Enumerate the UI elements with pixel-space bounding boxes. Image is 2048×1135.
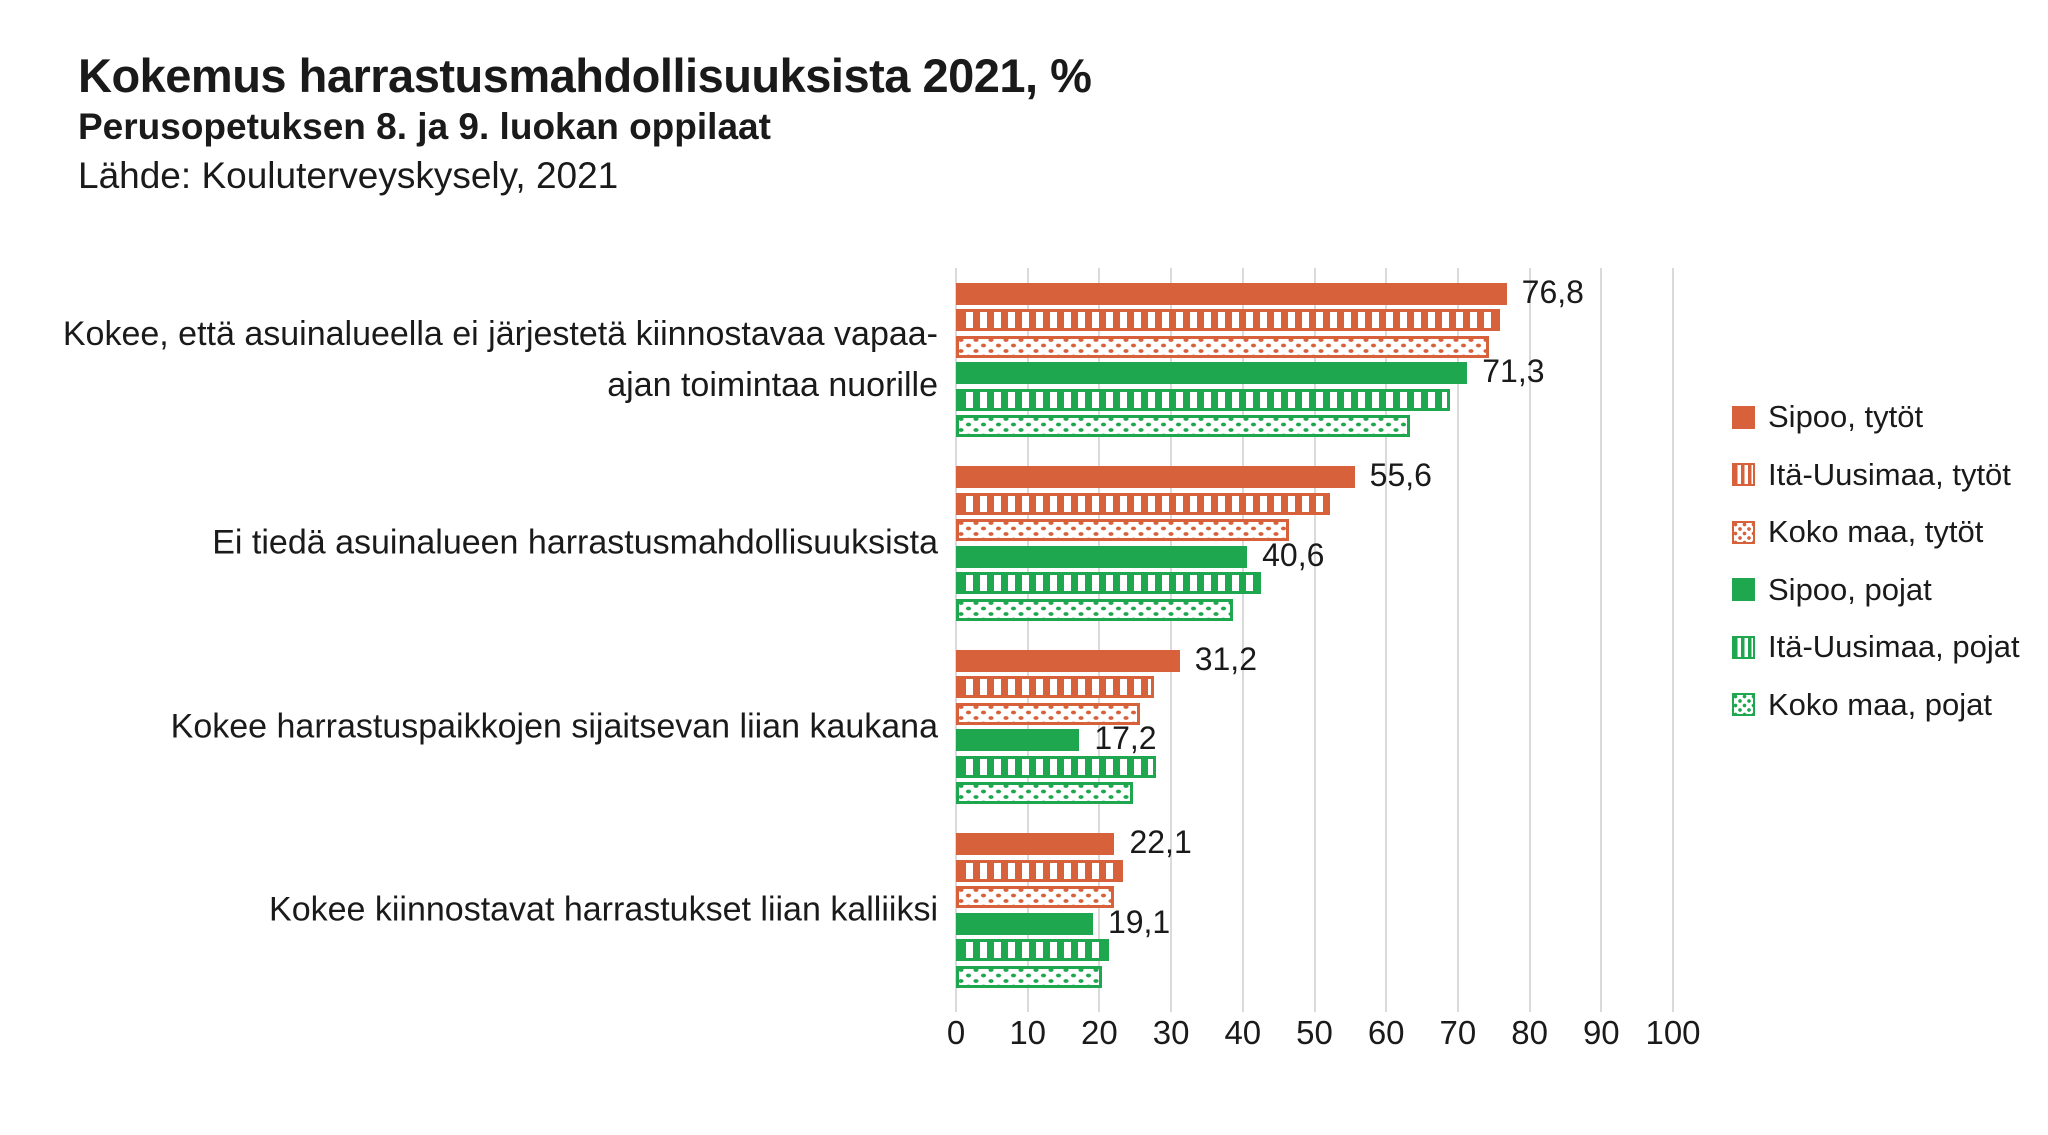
x-axis-tick-label-100: 100 — [1645, 1014, 1701, 1051]
chart-source: Lähde: Kouluterveyskysely, 2021 — [78, 155, 619, 196]
gridline-50 — [1313, 268, 1316, 1012]
bar-koko-maa-pojat-cat2 — [956, 598, 1233, 621]
bar-group-2: 55,6 40,6 — [956, 452, 1673, 636]
legend-swatch-dots-orange-icon — [1732, 520, 1755, 544]
value-label-sipoo-pojat-cat2: 40,6 — [1262, 536, 1325, 573]
bar-sipoo-tytot-cat2: 55,6 — [956, 457, 1432, 493]
legend-label-ita-uusimaa-tytot: Itä-Uusimaa, tytöt — [1768, 456, 2011, 492]
category-label-4: Kokee kiinnostavat harrastukset liian ka… — [269, 890, 938, 929]
x-axis-tick-label-60: 60 — [1367, 1014, 1405, 1051]
bar-ita-uusimaa-pojat-cat3 — [956, 755, 1157, 778]
x-axis: 0 10 20 30 40 50 60 70 80 90 100 — [947, 1014, 1701, 1058]
legend-label-koko-maa-tytot: Koko maa, tytöt — [1768, 514, 1984, 549]
legend-label-koko-maa-pojat: Koko maa, pojat — [1768, 686, 1993, 722]
bar-koko-maa-pojat-cat4 — [956, 965, 1103, 988]
gridline-20 — [1098, 268, 1101, 1012]
bar-group-4: 22,1 19,1 — [956, 819, 1673, 1003]
x-axis-tick-label-70: 70 — [1439, 1014, 1477, 1051]
x-axis-tick-label-10: 10 — [1009, 1014, 1047, 1051]
bar-koko-maa-pojat-cat1 — [956, 415, 1410, 437]
bar-sipoo-tytot-cat1: 76,8 — [956, 274, 1584, 310]
gridline-10 — [1026, 268, 1029, 1012]
bar-koko-maa-tytot-cat3 — [956, 702, 1140, 725]
legend-label-sipoo-pojat: Sipoo, pojat — [1768, 571, 1932, 607]
x-axis-tick-label-80: 80 — [1511, 1014, 1548, 1051]
legend-item-ita-uusimaa-tytot: Itä-Uusimaa, tytöt — [1732, 456, 2020, 492]
legend-item-koko-maa-pojat: Koko maa, pojat — [1732, 686, 2020, 722]
bar-koko-maa-pojat-cat3 — [956, 782, 1134, 804]
legend-swatch-solid-orange-icon — [1732, 405, 1755, 429]
category-label-2: Ei tiedä asuinalueen harrastusmahdollisu… — [212, 523, 938, 562]
bar-ita-uusimaa-pojat-cat1 — [956, 388, 1450, 411]
chart-subtitle: Perusopetuksen 8. ja 9. luokan oppilaat — [78, 106, 771, 147]
plot-area: 76,8 71,3 55,6 40,6 31,2 17,2 22,1 19,1 — [955, 268, 1674, 1012]
bar-sipoo-pojat-cat1: 71,3 — [956, 353, 1545, 389]
gridline-0 — [955, 268, 957, 1012]
legend-label-sipoo-tytot: Sipoo, tytöt — [1768, 399, 1924, 434]
bar-ita-uusimaa-tytot-cat2 — [956, 492, 1331, 515]
gridline-100 — [1672, 268, 1674, 1012]
bar-group-1: 76,8 71,3 — [956, 268, 1673, 452]
gridline-90 — [1600, 268, 1603, 1012]
value-label-sipoo-tytot-cat3: 31,2 — [1194, 640, 1257, 677]
value-label-sipoo-tytot-cat4: 22,1 — [1129, 824, 1192, 861]
gridline-60 — [1385, 268, 1388, 1012]
x-axis-tick-label-20: 20 — [1081, 1014, 1118, 1051]
x-axis-tick-label-40: 40 — [1224, 1014, 1262, 1051]
bar-koko-maa-tytot-cat2 — [956, 519, 1289, 541]
legend-swatch-solid-green-icon — [1732, 578, 1755, 601]
value-label-sipoo-pojat-cat3: 17,2 — [1094, 720, 1157, 757]
gridline-40 — [1241, 268, 1244, 1012]
bar-sipoo-pojat-cat2: 40,6 — [956, 537, 1324, 573]
category-label-1: Kokee, että asuinalueella ei järjestetä … — [62, 314, 938, 404]
value-label-sipoo-tytot-cat1: 76,8 — [1521, 273, 1584, 310]
legend-item-sipoo-tytot: Sipoo, tytöt — [1732, 399, 2020, 434]
gridline-70 — [1456, 268, 1459, 1012]
bar-sipoo-pojat-cat3: 17,2 — [956, 720, 1157, 756]
legend: Sipoo, tytöt Itä-Uusimaa, tytöt Koko maa, … — [1732, 399, 2020, 745]
bar-ita-uusimaa-tytot-cat1 — [956, 309, 1501, 331]
x-axis-tick-label-30: 30 — [1152, 1014, 1190, 1051]
bar-sipoo-tytot-cat3: 31,2 — [956, 641, 1257, 677]
bar-ita-uusimaa-pojat-cat2 — [956, 572, 1262, 594]
value-label-sipoo-tytot-cat2: 55,6 — [1369, 457, 1432, 494]
bar-koko-maa-tytot-cat1 — [956, 335, 1490, 358]
legend-item-sipoo-pojat: Sipoo, pojat — [1732, 571, 2020, 607]
x-axis-tick-label-50: 50 — [1296, 1014, 1333, 1051]
legend-item-ita-uusimaa-pojat: Itä-Uusimaa, pojat — [1732, 629, 2020, 664]
category-label-3: Kokee harrastuspaikkojen sijaitsevan lii… — [170, 707, 938, 746]
gridline-80 — [1528, 268, 1531, 1012]
bar-ita-uusimaa-tytot-cat3 — [956, 676, 1154, 698]
bar-sipoo-pojat-cat4: 19,1 — [956, 904, 1170, 940]
bar-koko-maa-tytot-cat4 — [956, 886, 1114, 908]
bar-sipoo-tytot-cat4: 22,1 — [956, 824, 1192, 860]
value-label-sipoo-pojat-cat1: 71,3 — [1482, 353, 1545, 390]
bar-group-3: 31,2 17,2 — [956, 635, 1673, 819]
chart-title: Kokemus harrastusmahdollisuuksista 2021,… — [78, 49, 1092, 102]
gridline-30 — [1170, 268, 1173, 1012]
value-label-sipoo-pojat-cat4: 19,1 — [1107, 903, 1171, 940]
legend-label-ita-uusimaa-pojat: Itä-Uusimaa, pojat — [1768, 629, 2020, 664]
legend-swatch-dots-green-icon — [1732, 693, 1755, 716]
x-axis-tick-label-90: 90 — [1582, 1014, 1620, 1051]
legend-item-koko-maa-tytot: Koko maa, tytöt — [1732, 514, 2020, 549]
x-axis-tick-label-0: 0 — [946, 1014, 966, 1051]
bar-ita-uusimaa-pojat-cat4 — [956, 939, 1109, 961]
legend-swatch-stripes-green-icon — [1732, 635, 1755, 659]
category-labels: Kokee, että asuinalueella ei järjestetä … — [40, 268, 938, 1002]
bar-ita-uusimaa-tytot-cat4 — [956, 859, 1124, 882]
legend-swatch-stripes-orange-icon — [1732, 463, 1755, 486]
